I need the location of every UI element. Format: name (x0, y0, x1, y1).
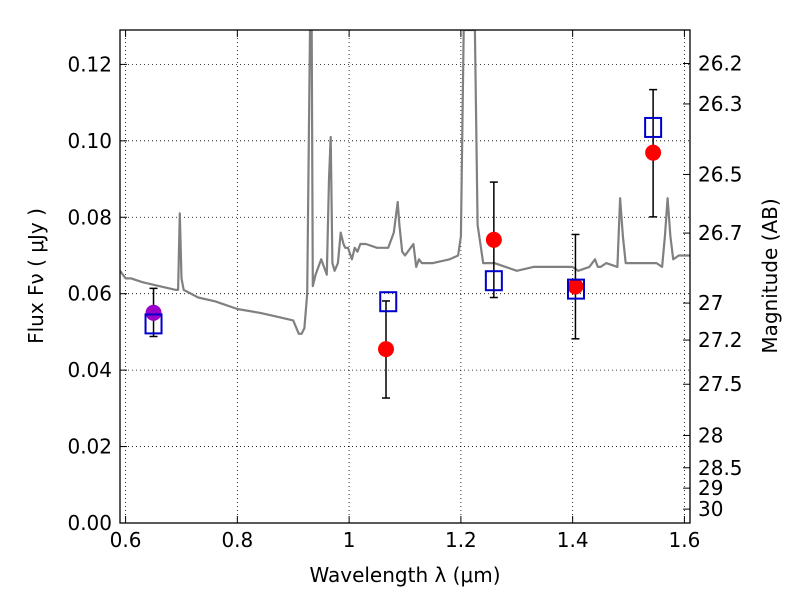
y-right-tick-label: 30 (698, 497, 723, 521)
y-right-tick-label: 28 (698, 423, 723, 447)
model-square-marker (379, 291, 398, 313)
model-square-marker (567, 278, 585, 300)
grid (120, 30, 690, 524)
y-tick-label: 0.04 (67, 358, 112, 382)
y-right-tick-label: 29 (698, 476, 723, 500)
y-tick-label: 0.02 (67, 435, 112, 459)
spectrum-line (120, 30, 690, 335)
data-point (567, 278, 584, 295)
y-right-tick-label: 26.2 (698, 52, 743, 76)
spectrum-layer (120, 30, 690, 335)
model-square-marker (484, 270, 503, 292)
x-tick-label: 1.6 (669, 528, 701, 552)
data-point (485, 231, 502, 248)
error-bar-layer (149, 88, 658, 399)
model-square-marker (144, 313, 163, 335)
y-right-axis-title: Magnitude (AB) (758, 198, 782, 353)
y-right-tick-label: 26.5 (698, 162, 743, 186)
plot-frame (119, 29, 691, 524)
y-right-tick-label: 27 (698, 291, 723, 315)
y-right-tick-label: 26.3 (698, 92, 743, 116)
marker-layer (144, 116, 663, 358)
y-right-tick-label: 27.2 (698, 328, 743, 352)
x-tick-label: 1 (343, 528, 356, 552)
y-tick-label: 0.06 (67, 282, 112, 306)
data-point (645, 144, 662, 161)
y-tick-label: 0.00 (67, 511, 112, 535)
y-tick-label: 0.12 (67, 52, 112, 76)
x-tick-label: 1.4 (557, 528, 589, 552)
x-tick-label: 0.6 (110, 528, 142, 552)
data-point (145, 304, 162, 321)
y-right-tick-label: 26.7 (698, 221, 743, 245)
x-tick-label: 1.2 (445, 528, 477, 552)
x-tick-label: 0.8 (221, 528, 253, 552)
y-tick-label: 0.10 (67, 129, 112, 153)
y-tick-label: 0.08 (67, 205, 112, 229)
y-axis-title: Flux Fν ( μJy ) (24, 208, 48, 344)
model-square-marker (644, 116, 663, 138)
data-point (378, 341, 394, 358)
x-axis-title: Wavelength λ (μm) (309, 563, 500, 587)
y-right-tick-label: 28.5 (698, 456, 743, 480)
y-right-tick-label: 27.5 (698, 372, 743, 396)
tick-layer: 0.6 0.8 1 1.2 1.4 1.6 0.00 0.02 0.04 0.06 0.08 0.10… (67, 30, 743, 552)
